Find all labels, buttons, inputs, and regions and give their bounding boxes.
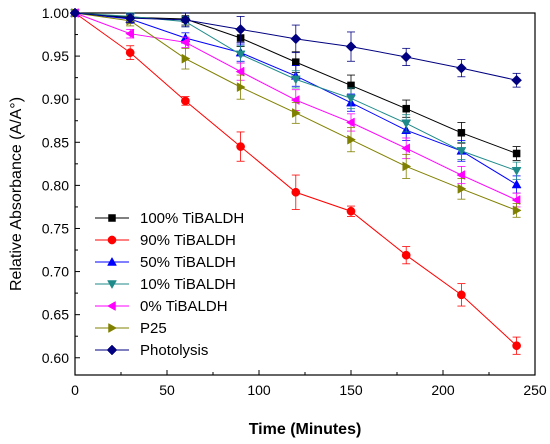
data-point: [235, 50, 246, 60]
legend-item: 0% TiBALDH: [95, 298, 228, 315]
data-point: [401, 250, 411, 260]
data-point: [456, 170, 466, 180]
data-point: [511, 179, 522, 189]
data-point: [345, 41, 357, 52]
x-tick-label: 50: [159, 382, 175, 398]
data-point: [181, 96, 190, 106]
y-tick-label: 0.90: [42, 91, 69, 107]
data-point: [290, 33, 302, 45]
legend-label: 0% TiBALDH: [140, 298, 228, 315]
data-point: [512, 341, 521, 351]
data-point: [236, 82, 246, 93]
data-point: [125, 28, 134, 39]
legend-marker: [106, 301, 116, 311]
legend-marker: [108, 214, 116, 222]
legend-label: 50% TiBALDH: [140, 254, 236, 271]
data-point: [290, 75, 301, 85]
x-axis: 0 50 100 150 200 250: [71, 370, 547, 398]
data-point: [124, 12, 136, 24]
y-tick-label: 0.80: [42, 177, 69, 193]
data-point: [236, 142, 245, 151]
data-point: [402, 104, 410, 113]
data-point: [180, 14, 191, 26]
y-tick-label: 0.75: [42, 220, 69, 236]
data-point: [292, 58, 300, 66]
legend: 100% TiBALDH 90% TiBALDH 50% TiBALDH 10% Ti…: [95, 210, 244, 359]
data-point: [347, 134, 357, 145]
legend-marker: [108, 323, 118, 333]
series-layer: [69, 7, 522, 355]
legend-marker: [107, 235, 117, 245]
legend-item: 90% TiBALDH: [95, 232, 236, 249]
data-point: [511, 166, 522, 176]
y-axis-title: Relative Absorbance (A/A°): [8, 97, 25, 291]
data-point: [125, 48, 135, 57]
legend-label: 100% TiBALDH: [140, 210, 244, 227]
legend-label: 10% TiBALDH: [140, 276, 236, 293]
data-point: [345, 117, 355, 128]
data-point: [512, 205, 522, 216]
y-tick-label: 1.00: [42, 5, 69, 21]
data-point: [235, 66, 245, 77]
legend-marker: [107, 256, 117, 266]
data-point: [512, 149, 521, 158]
y-axis: 0.60 0.65 0.70 0.75 0.80 0.85 0.90 0.95 1.00: [42, 5, 80, 366]
x-tick-label: 150: [339, 382, 363, 398]
data-point: [456, 147, 467, 156]
y-tick-label: 0.60: [42, 350, 69, 366]
data-point: [511, 74, 522, 86]
data-point: [235, 24, 246, 35]
data-point: [346, 94, 356, 104]
data-point: [457, 290, 466, 300]
data-point: [456, 62, 467, 74]
data-point: [292, 108, 301, 118]
data-point: [400, 51, 412, 63]
legend-label: 90% TiBALDH: [140, 232, 236, 249]
data-point: [511, 195, 521, 205]
data-point: [457, 129, 466, 137]
data-point: [290, 95, 300, 105]
legend-item: Photolysis: [95, 342, 208, 359]
data-point: [291, 187, 301, 197]
legend-marker: [106, 344, 118, 356]
data-point: [401, 143, 410, 154]
series-photolysis: [69, 7, 522, 88]
legend-item: 10% TiBALDH: [95, 276, 236, 293]
legend-item: P25: [95, 320, 167, 337]
data-point: [180, 37, 190, 48]
data-point: [346, 206, 356, 216]
x-tick-label: 0: [71, 382, 79, 398]
y-tick-label: 0.95: [42, 48, 69, 64]
data-point: [181, 53, 191, 64]
y-tick-label: 0.65: [42, 307, 69, 323]
x-tick-label: 100: [247, 382, 271, 398]
x-axis-title: Time (Minutes): [249, 421, 362, 438]
y-tick-label: 0.70: [42, 264, 69, 280]
legend-marker: [107, 280, 117, 290]
data-point: [402, 161, 412, 172]
data-point: [401, 119, 412, 129]
data-point: [69, 7, 81, 19]
legend-label: Photolysis: [140, 342, 208, 359]
legend-item: 50% TiBALDH: [95, 254, 236, 271]
x-tick-label: 200: [431, 382, 455, 398]
legend-item: 100% TiBALDH: [95, 210, 244, 227]
legend-label: P25: [140, 320, 167, 337]
y-tick-label: 0.85: [42, 134, 69, 150]
x-tick-label: 250: [523, 382, 547, 398]
data-point: [457, 183, 467, 194]
